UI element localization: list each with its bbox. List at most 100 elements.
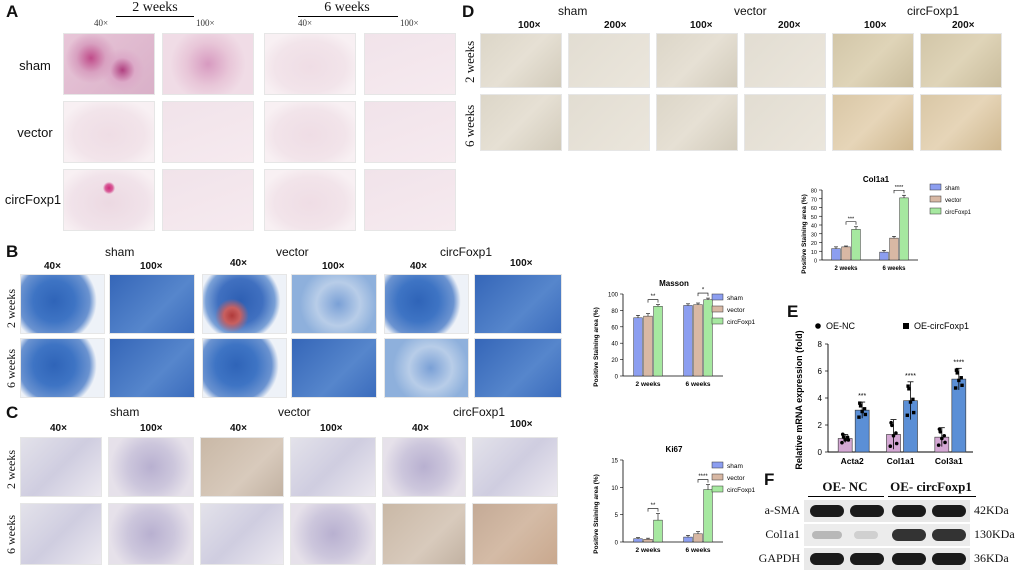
blot-strip-asma: [804, 500, 970, 522]
ki67-legend-label: circFoxp1: [727, 487, 756, 494]
masson-legend-swatch: [711, 305, 724, 313]
panel-c-mag-40-sham: 40×: [50, 423, 67, 434]
mrna-data-point: [863, 412, 868, 417]
panel-d-mag-200-sham: 200×: [604, 20, 627, 31]
blot-strip-col1a1: [804, 524, 970, 546]
col1a1-category-label: 6 weeks: [882, 266, 906, 272]
mrna-legend-marker: [903, 323, 909, 329]
masson-image-sham-2w-100x: [109, 274, 195, 334]
panel-a-row-vector: vector: [17, 125, 53, 140]
panel-c-group-vector: vector: [278, 405, 311, 419]
panel-d-mag-100-circfoxp1: 100×: [864, 20, 887, 31]
ki67-bar: [703, 489, 713, 543]
masson-bar: [633, 317, 643, 377]
masson-ytick-label: 20: [611, 358, 618, 364]
mrna-data-point: [953, 386, 958, 390]
masson-significance-bracket: [697, 292, 709, 297]
col1a1-bar: [879, 251, 889, 261]
mrna-bar: [951, 378, 967, 453]
panel-d-mag-200-circfoxp1: 200×: [952, 20, 975, 31]
he-image-circfoxp1-6w-40x: [264, 169, 356, 231]
panel-label-a: A: [6, 2, 19, 21]
masson-image-circfoxp1-6w-100x: [474, 338, 562, 398]
mrna-data-point: [891, 434, 896, 438]
panel-d-group-sham: sham: [558, 4, 588, 18]
panel-label-e: E: [787, 302, 799, 321]
masson-chart-ylabel: Positive Staining area (%): [593, 307, 600, 386]
ki67-category-label: 2 weeks: [636, 547, 661, 554]
col1a1-significance-label: ***: [848, 216, 855, 222]
col1a1-image-sham-6w-100x: [480, 94, 562, 151]
col1a1-legend-label: vector: [945, 198, 961, 204]
panel-f-header-nc: OE- NC: [822, 479, 868, 494]
panel-a-time-6w: 6 weeks: [324, 0, 370, 15]
panel-c-mag-100-vector: 100×: [320, 423, 343, 434]
ki67-significance-bracket: [697, 479, 709, 483]
masson-image-sham-6w-100x: [109, 338, 195, 398]
mrna-ytick-label: 0: [818, 448, 823, 457]
masson-bar: [683, 305, 693, 377]
panel-d-row-6weeks: 6 weeks: [462, 104, 477, 148]
masson-legend-swatch: [711, 293, 724, 301]
panel-c-mag-100-sham: 100×: [140, 423, 163, 434]
col1a1-bar: [899, 197, 909, 261]
panel-d-row-2weeks: 2 weeks: [462, 40, 477, 84]
panel-a-time-2w-line: [116, 16, 194, 17]
ki67-category-label: 6 weeks: [686, 547, 711, 554]
he-image-circfoxp1-2w-100x: [162, 169, 254, 231]
panel-c-group-sham: sham: [110, 405, 140, 419]
col1a1-image-sham-6w-200x: [568, 94, 650, 151]
panel-a-row-circfoxp1: circFoxp1: [4, 192, 62, 207]
masson-legend-swatch: [711, 317, 724, 325]
mrna-category-label: Acta2: [841, 456, 864, 466]
ki67-bar: [693, 533, 703, 543]
panel-c-mag-100-circfoxp1: 100×: [510, 419, 533, 430]
mrna-data-point: [862, 407, 867, 411]
ki67-ytick-label: 15: [611, 459, 618, 465]
panel-f-header-circ: OE- circFoxp1: [890, 479, 972, 494]
mrna-data-point: [959, 376, 963, 380]
panel-d-mag-100-vector: 100×: [690, 20, 713, 31]
mrna-data-point: [890, 423, 894, 428]
panel-label-b: B: [6, 242, 19, 261]
masson-image-circfoxp1-2w-40x: [384, 274, 469, 334]
ki67-legend-swatch: [711, 461, 724, 469]
masson-image-circfoxp1-2w-100x: [474, 274, 562, 334]
ki67-significance-bracket: [647, 508, 659, 512]
col1a1-ytick-label: 40: [811, 224, 817, 230]
mrna-data-point: [840, 432, 845, 437]
blot-size-col1a1: 130KDa: [974, 527, 1015, 541]
he-image-sham-6w-40x: [264, 33, 356, 95]
he-image-circfoxp1-6w-100x: [364, 169, 456, 231]
col1a1-bar: [841, 246, 851, 261]
panel-b-row-2weeks: 2 weeks: [4, 289, 18, 329]
ki67-image-circfoxp1-6w-100x: [472, 503, 558, 565]
mrna-ytick-label: 4: [818, 394, 823, 403]
mrna-legend-label: OE-circFoxp1: [914, 321, 969, 331]
masson-image-circfoxp1-6w-40x: [384, 338, 469, 398]
mrna-data-point: [960, 383, 964, 388]
mrna-legend-label: OE-NC: [826, 321, 856, 331]
mrna-data-point: [938, 430, 943, 434]
mrna-data-point: [841, 435, 846, 439]
masson-legend-label: sham: [727, 295, 743, 302]
ki67-legend-swatch: [711, 473, 724, 481]
col1a1-ytick-label: 20: [811, 241, 817, 247]
masson-category-label: 6 weeks: [686, 381, 711, 388]
mrna-data-point: [845, 435, 850, 439]
col1a1-ytick-label: 50: [811, 215, 817, 221]
masson-category-label: 2 weeks: [636, 381, 661, 388]
col1a1-image-sham-2w-200x: [568, 33, 650, 88]
mrna-data-point: [846, 438, 851, 442]
mrna-data-point: [894, 431, 898, 435]
blot-size-asma: 42KDa: [974, 503, 1009, 517]
col1a1-ytick-label: 10: [811, 250, 817, 256]
he-image-sham-2w-100x: [162, 33, 254, 95]
col1a1-chart: Col1a1 Positive Staining area (%) 0 10 20 3…: [801, 175, 972, 274]
ki67-bar: [653, 519, 663, 543]
ki67-chart-ylabel: Positive Staining area (%): [593, 474, 600, 553]
blot-label-gapdh: GAPDH: [758, 551, 800, 565]
col1a1-significance-label: ****: [895, 185, 904, 191]
col1a1-legend-swatch: [929, 207, 942, 215]
mrna-data-point: [936, 443, 941, 447]
